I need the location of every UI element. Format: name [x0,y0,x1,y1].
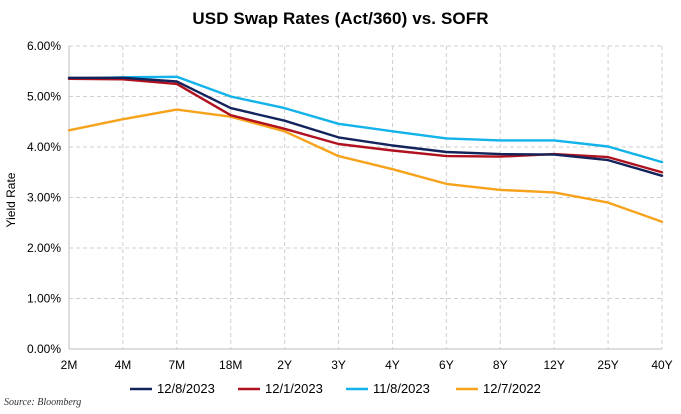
x-tick-label: 2M [61,358,78,372]
x-tick-label: 40Y [651,358,672,372]
legend: 12/8/2023 12/1/2023 11/8/2023 12/7/2022 [130,381,541,396]
legend-item: 11/8/2023 [346,381,430,396]
x-tick-labels: 2M 4M 7M 18M 2Y 3Y 4Y 6Y 8Y 12Y 25Y 40Y [61,358,673,372]
series-line-3 [67,75,664,164]
y-axis-title: Yield Rate [4,172,18,227]
x-tick-label: 2Y [277,358,292,372]
legend-item: 12/1/2023 [238,381,323,396]
legend-label: 12/8/2023 [157,381,215,396]
x-tick-label: 3Y [331,358,346,372]
x-tick-label: 12Y [544,358,565,372]
legend-item: 12/8/2023 [130,381,215,396]
series-line-4 [67,108,664,223]
x-tick-label: 8Y [493,358,508,372]
grid-lines [69,45,663,349]
series-line-2 [67,77,664,174]
legend-item: 12/7/2022 [456,381,541,396]
series-line-1 [67,76,664,178]
legend-label: 12/1/2023 [265,381,323,396]
y-tick-label: 5.00% [27,90,61,104]
series-lines [67,75,664,223]
y-tick-labels: 0.00% 1.00% 2.00% 3.00% 4.00% 5.00% 6.00% [27,39,61,356]
y-tick-label: 0.00% [27,342,61,356]
chart-title: USD Swap Rates (Act/360) vs. SOFR [192,9,489,28]
axes [68,46,662,350]
x-tick-label: 25Y [597,358,618,372]
x-tick-label: 7M [168,358,185,372]
y-tick-label: 1.00% [27,292,61,306]
legend-label: 12/7/2022 [483,381,541,396]
x-tick-label: 6Y [439,358,454,372]
y-tick-label: 2.00% [27,241,61,255]
legend-label: 11/8/2023 [373,381,430,396]
y-tick-label: 3.00% [27,191,61,205]
y-tick-label: 6.00% [27,39,61,53]
source-note: Source: Bloomberg [4,397,82,408]
x-tick-label: 4M [115,358,132,372]
y-tick-label: 4.00% [27,140,61,154]
x-tick-label: 4Y [385,358,400,372]
x-tick-label: 18M [219,358,242,372]
